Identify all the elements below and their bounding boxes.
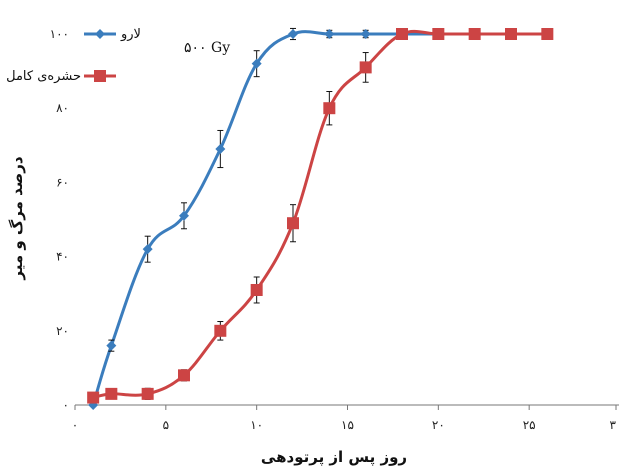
- y-tick-label: ۲۰: [56, 324, 69, 338]
- x-tick-label: ۰: [72, 418, 78, 432]
- legend-item-larva: لارو: [84, 27, 141, 42]
- data-point: [105, 387, 118, 400]
- data-point: [541, 28, 554, 40]
- data-point: [287, 217, 299, 230]
- data-point: [323, 102, 336, 115]
- data-point: [324, 29, 335, 39]
- legend-label-adult: حشره‌ی کامل: [6, 69, 81, 84]
- dose-annotation: ۵۰۰ Gy: [184, 40, 230, 56]
- y-tick-label: ۶۰: [56, 175, 69, 189]
- x-tick-label: ۵: [163, 418, 169, 432]
- data-point: [87, 391, 100, 404]
- data-point: [250, 283, 263, 296]
- series-line: [91, 30, 439, 406]
- data-point: [360, 29, 371, 39]
- data-point: [142, 244, 153, 255]
- data-point: [432, 28, 445, 40]
- data-point: [288, 29, 298, 39]
- legend-label-larva: لارو: [120, 27, 141, 42]
- x-tick-label: ۲۵: [523, 418, 536, 432]
- x-tick-label: ۲۰: [432, 418, 445, 432]
- series-larva: [88, 27, 444, 410]
- x-tick-label: ۱۵: [341, 418, 354, 432]
- data-point: [505, 28, 517, 40]
- series-adult: [87, 28, 554, 404]
- y-tick-label: ۰: [63, 398, 69, 412]
- data-point: [396, 28, 408, 40]
- axes-layer: ۰ ۵ ۱۰ ۱۵ ۲۰ ۲۵ ۳ ۰ ۲۰ ۴۰ ۶۰ ۸۰ ۱۰۰: [50, 27, 619, 432]
- data-point: [106, 340, 117, 351]
- legend: لارو حشره‌ی کامل: [6, 27, 141, 84]
- legend-item-adult: حشره‌ی کامل: [6, 69, 116, 84]
- data-point: [214, 324, 227, 337]
- x-tick-label: ۱۰: [250, 418, 263, 432]
- x-tick-label: ۳: [610, 418, 617, 432]
- x-axis-title: روز پس از پرتودهی: [261, 448, 407, 467]
- data-point: [468, 28, 481, 40]
- y-tick-label: ۱۰۰: [50, 27, 69, 41]
- data-point: [251, 58, 262, 69]
- data-point: [178, 369, 190, 382]
- y-tick-label: ۴۰: [56, 250, 69, 264]
- data-point: [141, 387, 154, 400]
- y-axis-title: درصد مرگ و میر: [8, 156, 26, 281]
- series-layer: [87, 27, 554, 410]
- data-point: [215, 144, 226, 155]
- data-point: [179, 210, 189, 221]
- y-tick-label: ۸۰: [56, 101, 69, 115]
- data-point: [359, 61, 372, 74]
- series-line: [92, 29, 548, 400]
